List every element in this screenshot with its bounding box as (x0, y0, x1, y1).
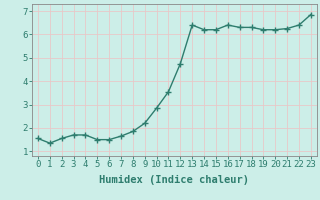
X-axis label: Humidex (Indice chaleur): Humidex (Indice chaleur) (100, 175, 249, 185)
